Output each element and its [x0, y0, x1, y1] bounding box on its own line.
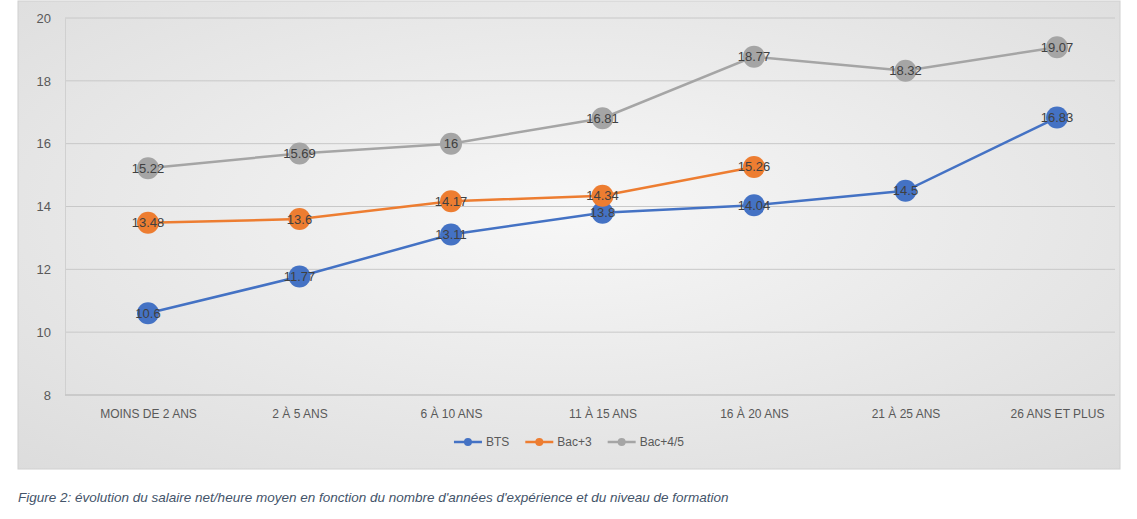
- x-tick: 16 À 20 ANS: [720, 395, 789, 421]
- y-tick-label: 16: [37, 136, 51, 151]
- y-tick-label: 18: [37, 73, 51, 88]
- data-label: 10.6: [135, 306, 160, 321]
- legend-swatch-marker: [618, 438, 626, 446]
- data-label: 15.69: [283, 146, 316, 161]
- grid-line: [65, 269, 1115, 270]
- y-tick-label: 12: [37, 262, 51, 277]
- x-tick-label: 2 À 5 ANS: [272, 406, 327, 421]
- data-label: 14.34: [586, 188, 619, 203]
- x-tick-label: 11 À 15 ANS: [569, 406, 637, 421]
- y-tick-label: 10: [37, 325, 51, 340]
- x-tick-label: 26 ANS ET PLUS: [1011, 407, 1105, 421]
- legend: BTS Bac+3 Bac+4/5: [454, 435, 684, 449]
- legend-swatch-marker: [464, 438, 472, 446]
- y-axis: 8 10 12 14 16 18 20: [37, 11, 66, 403]
- series-marker: [440, 133, 462, 155]
- chart-svg: 8 10 12 14 16 18 20 MOINS DE 2 ANS 2 À 5 ANS 6 À …: [0, 0, 1137, 519]
- legend-item: Bac+4/5: [608, 435, 685, 449]
- grid-line: [65, 395, 1115, 396]
- series-line: [148, 47, 1057, 168]
- data-label: 13.8: [590, 205, 615, 220]
- x-tick: 21 À 25 ANS: [872, 395, 941, 421]
- series-line: [148, 167, 754, 223]
- y-tick-label: 20: [37, 11, 51, 26]
- data-label: 19.07: [1041, 40, 1074, 55]
- x-axis-line: [65, 395, 1115, 396]
- data-label: 14.17: [435, 194, 468, 209]
- legend-swatch-marker: [535, 438, 543, 446]
- x-tick: 11 À 15 ANS: [569, 395, 637, 421]
- y-tick: 8: [44, 388, 65, 403]
- data-label: 16.81: [586, 111, 619, 126]
- data-label: 14.5: [893, 183, 918, 198]
- data-labels: 10.6 11.77 13.11 13.8 14.04 14.5 16.83 13.48 13.…: [132, 40, 1074, 321]
- grid-line: [65, 80, 1115, 81]
- data-label: 16.83: [1041, 110, 1074, 125]
- x-tick: 6 À 10 ANS: [420, 395, 482, 421]
- x-tick-label: 21 À 25 ANS: [872, 406, 941, 421]
- data-label: 11.77: [284, 269, 316, 284]
- y-tick: 12: [37, 262, 65, 277]
- data-label: 16: [444, 136, 458, 151]
- x-tick: 26 ANS ET PLUS: [1011, 395, 1105, 421]
- series-line: [148, 118, 1057, 314]
- x-tick: 2 À 5 ANS: [272, 395, 327, 421]
- y-tick: 14: [37, 199, 65, 214]
- chart-background: [18, 1, 1120, 469]
- x-tick-label: 16 À 20 ANS: [720, 406, 789, 421]
- y-tick: 20: [37, 11, 65, 26]
- chart-title: Figure 2: évolution du salaire net/heure…: [18, 490, 729, 505]
- x-tick: MOINS DE 2 ANS: [100, 395, 197, 421]
- x-tick-label: 6 À 10 ANS: [420, 406, 482, 421]
- legend-label: BTS: [486, 435, 509, 449]
- plot-marks: [137, 36, 1068, 324]
- legend-label: Bac+3: [557, 435, 592, 449]
- grid: [65, 18, 1115, 395]
- x-axis: MOINS DE 2 ANS 2 À 5 ANS 6 À 10 ANS 11 À 15…: [65, 395, 1115, 421]
- x-tick-label: MOINS DE 2 ANS: [100, 407, 197, 421]
- grid-line: [65, 332, 1115, 333]
- legend-label: Bac+4/5: [640, 435, 685, 449]
- y-tick: 16: [37, 136, 65, 151]
- legend-item: Bac+3: [525, 435, 592, 449]
- grid-line: [65, 18, 1115, 19]
- data-label: 14.04: [738, 198, 771, 213]
- y-tick: 10: [37, 325, 65, 340]
- grid-line: [65, 143, 1115, 144]
- data-label: 15.26: [738, 159, 771, 174]
- data-label: 13.48: [132, 215, 165, 230]
- legend-item: BTS: [454, 435, 509, 449]
- data-label: 13.11: [435, 227, 467, 242]
- data-label: 13.6: [287, 212, 312, 227]
- y-tick: 18: [37, 73, 65, 88]
- data-label: 18.32: [889, 63, 922, 78]
- data-label: 18.77: [738, 49, 771, 64]
- y-axis-line: [65, 19, 66, 396]
- data-label: 15.22: [132, 161, 165, 176]
- y-tick-label: 8: [44, 388, 51, 403]
- y-tick-label: 14: [37, 199, 51, 214]
